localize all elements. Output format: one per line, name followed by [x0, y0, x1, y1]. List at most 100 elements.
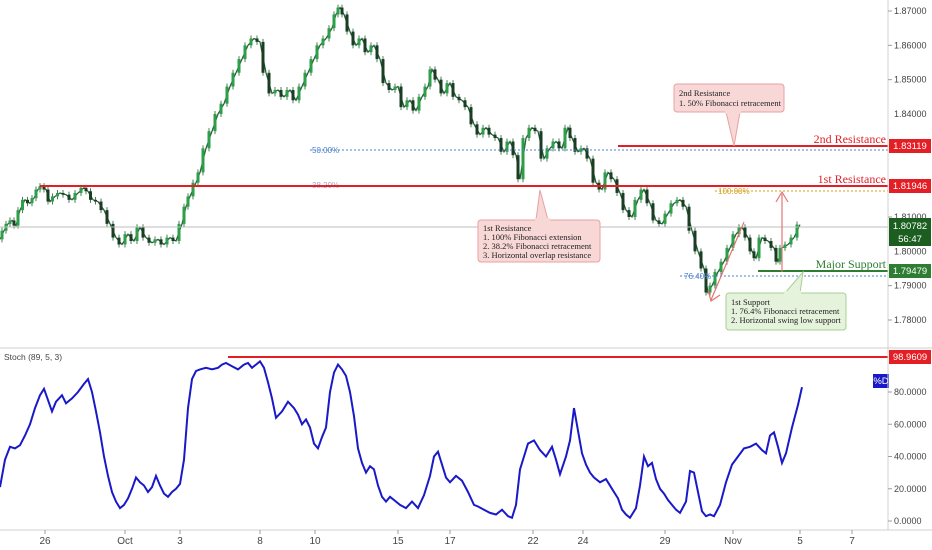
- candle-body: [687, 206, 691, 231]
- candle-body: [141, 227, 145, 238]
- candle-body: [387, 83, 391, 90]
- candle-body: [291, 89, 295, 101]
- candle-body: [417, 96, 421, 111]
- time-tick-label: 15: [392, 536, 404, 547]
- candle-body: [752, 251, 756, 259]
- candle-body: [463, 100, 467, 108]
- candle-body: [84, 187, 88, 192]
- candle-body: [34, 189, 38, 199]
- time-tick-label: 5: [797, 536, 803, 547]
- candle-body: [12, 220, 16, 226]
- candle-body: [731, 234, 735, 248]
- candle-body: [499, 138, 503, 152]
- candle-body: [719, 261, 723, 272]
- stoch-tick-label: 80.0000: [894, 387, 927, 397]
- candle-body: [511, 141, 515, 156]
- annotation-first-resistance[interactable]: 1st Resistance 1. 100% Fibonacci extensi…: [477, 189, 601, 263]
- candle-body: [669, 203, 673, 214]
- annotation-second-resistance[interactable]: 2nd Resistance 1. 50% Fibonacci retracem…: [673, 83, 785, 147]
- candle-body: [708, 285, 712, 293]
- candle-body: [475, 124, 479, 135]
- candle-body: [105, 210, 109, 224]
- candle-body: [273, 89, 277, 94]
- candle-body: [207, 131, 211, 149]
- stochastic-panel[interactable]: Stoch (89, 5, 3) %D: [0, 347, 932, 520]
- svg-text:3. Horizontal overlap resistan: 3. Horizontal overlap resistance: [483, 250, 591, 260]
- candle-body: [117, 237, 121, 245]
- time-tick-label: 22: [527, 536, 539, 547]
- candle-body: [16, 210, 20, 226]
- candle-body: [30, 198, 34, 204]
- svg-text:2. 38.2% Fibonacci retracement: 2. 38.2% Fibonacci retracement: [483, 241, 592, 251]
- candle-body: [757, 237, 761, 259]
- right-axis[interactable]: 1.80000 1.84000 1.87000 1.86000 1.85000 1.810…: [887, 0, 931, 530]
- projection-arrow-up: [775, 190, 789, 272]
- candle-body: [237, 59, 241, 73]
- first-resistance-label: 1st Resistance: [818, 172, 886, 186]
- stoch-indicator-label: Stoch (89, 5, 3): [4, 352, 62, 362]
- candle-body: [713, 271, 717, 286]
- price-tick-label: 1.81000: [894, 212, 927, 222]
- svg-text:2. Horizontal swing low suppor: 2. Horizontal swing low support: [731, 315, 841, 325]
- candle-body: [357, 38, 361, 46]
- candle-body: [609, 172, 613, 180]
- candle-body: [743, 227, 747, 238]
- candle-body: [737, 227, 741, 235]
- candle-body: [61, 192, 65, 195]
- candle-body: [487, 127, 491, 135]
- candle-body: [369, 45, 373, 53]
- candle-body: [8, 220, 12, 224]
- candle-body: [345, 14, 349, 32]
- candle-body: [681, 199, 685, 207]
- candle-body: [579, 148, 583, 152]
- projection-arrow-down: [707, 221, 745, 302]
- candle-body: [568, 127, 572, 139]
- candle-body: [621, 192, 625, 211]
- candle-body: [26, 199, 29, 204]
- price-candles: [0, 4, 799, 296]
- time-axis[interactable]: 26 Oct 3 8 10 15 17 22 24 29 Nov 5 7: [0, 529, 932, 547]
- candle-body: [375, 45, 379, 60]
- stoch-tick-label: 0.0000: [894, 516, 922, 526]
- candle-body: [651, 203, 655, 221]
- candle-body: [46, 189, 50, 202]
- last-price-tag: 1.80782 56:47: [889, 218, 931, 246]
- time-tick-label: Nov: [724, 536, 742, 547]
- price-panel[interactable]: 50.00% 38.20% 100.00% 76.40% 2nd Resista…: [0, 0, 888, 346]
- fib-50-label: 50.00%: [312, 146, 339, 155]
- candle-body: [159, 239, 163, 245]
- candle-body: [191, 182, 195, 197]
- price-tick-label: 1.87000: [894, 6, 927, 16]
- time-tick-label: 24: [577, 536, 589, 547]
- candle-body: [423, 86, 427, 97]
- candle-body: [795, 224, 799, 238]
- candle-body: [94, 199, 97, 202]
- candle-body: [405, 100, 409, 108]
- candle-body: [38, 186, 42, 190]
- candle-body: [428, 69, 432, 87]
- candle-body: [321, 38, 325, 46]
- candle-body: [249, 38, 253, 46]
- time-tick-label: Oct: [117, 536, 133, 547]
- candle-body: [255, 38, 259, 42]
- annotation-first-support[interactable]: 1st Support 1. 76.4% Fibonacci retraceme…: [725, 270, 847, 331]
- svg-text:1st Resistance: 1st Resistance: [483, 223, 532, 233]
- candle-body: [563, 127, 567, 149]
- candle-body: [297, 86, 301, 101]
- candle-body: [186, 196, 190, 207]
- candle-body: [627, 210, 631, 217]
- candle-body: [111, 223, 115, 238]
- candle-body: [527, 127, 531, 139]
- candle-body: [79, 187, 83, 193]
- candle-body: [219, 103, 223, 114]
- time-tick-label: 7: [849, 536, 855, 547]
- candle-body: [225, 86, 229, 104]
- svg-text:98.9609: 98.9609: [893, 352, 927, 363]
- candle-body: [445, 83, 449, 94]
- svg-text:1. 100% Fibonacci extension: 1. 100% Fibonacci extension: [483, 232, 582, 242]
- candle-body: [135, 227, 139, 242]
- candle-body: [56, 192, 59, 197]
- candle-body: [675, 199, 679, 204]
- svg-text:1.81946: 1.81946: [893, 181, 927, 192]
